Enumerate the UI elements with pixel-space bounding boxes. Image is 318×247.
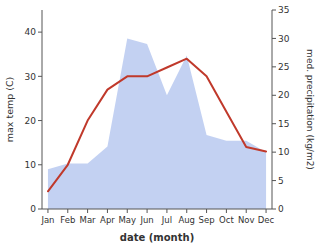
y2-tick-label: 5 bbox=[278, 176, 284, 186]
y2-tick-label: 0 bbox=[278, 204, 284, 214]
x-tick-label: Aug bbox=[178, 215, 195, 225]
y2-axis-label: med. precipitation (kg/m2) bbox=[305, 49, 315, 170]
x-tick bbox=[147, 209, 148, 213]
y2-tick bbox=[272, 10, 276, 11]
y-tick-label: 10 bbox=[25, 160, 37, 170]
x-tick-label: Mar bbox=[80, 215, 97, 225]
y-tick bbox=[38, 164, 42, 165]
x-axis-label: date (month) bbox=[120, 232, 194, 243]
x-tick bbox=[266, 209, 267, 213]
x-tick bbox=[166, 209, 167, 213]
y2-tick bbox=[272, 152, 276, 153]
y-tick bbox=[38, 209, 42, 210]
y2-tick-label: 35 bbox=[278, 5, 289, 15]
x-tick-label: Dec bbox=[258, 215, 275, 225]
y2-tick bbox=[272, 180, 276, 181]
y2-tick-label: 10 bbox=[278, 147, 290, 157]
y2-tick bbox=[272, 95, 276, 96]
x-tick-label: Oct bbox=[219, 215, 234, 225]
axes: 01020304005101520253035JanFebMarAprMayJu… bbox=[25, 5, 290, 225]
x-tick bbox=[87, 209, 88, 213]
x-tick bbox=[186, 209, 187, 213]
x-tick bbox=[226, 209, 227, 213]
y-tick bbox=[38, 32, 42, 33]
y-tick-label: 20 bbox=[25, 116, 37, 126]
y2-tick-label: 30 bbox=[278, 34, 290, 44]
x-tick-label: Nov bbox=[238, 215, 255, 225]
y2-tick-label: 20 bbox=[278, 90, 290, 100]
chart: 01020304005101520253035JanFebMarAprMayJu… bbox=[0, 0, 318, 247]
y2-tick bbox=[272, 209, 276, 210]
y2-tick bbox=[272, 66, 276, 67]
y-tick-label: 0 bbox=[30, 204, 36, 214]
y-tick-label: 40 bbox=[25, 27, 37, 37]
precipitation-area bbox=[48, 38, 266, 209]
chart-container: 01020304005101520253035JanFebMarAprMayJu… bbox=[0, 0, 318, 247]
x-axis-line bbox=[42, 209, 272, 210]
y-tick bbox=[38, 120, 42, 121]
y-axis-label: max temp (C) bbox=[4, 77, 15, 143]
x-tick-label: Feb bbox=[60, 215, 75, 225]
x-tick bbox=[246, 209, 247, 213]
right-axis-line bbox=[272, 10, 273, 209]
left-axis-line bbox=[42, 10, 43, 209]
x-tick bbox=[47, 209, 48, 213]
x-tick-label: May bbox=[118, 215, 136, 225]
y-tick-label: 30 bbox=[25, 72, 37, 82]
x-tick-label: Sep bbox=[199, 215, 215, 225]
plot-area bbox=[48, 38, 266, 209]
y2-tick-label: 25 bbox=[278, 62, 289, 72]
y-tick bbox=[38, 76, 42, 77]
y2-tick bbox=[272, 38, 276, 39]
x-tick bbox=[127, 209, 128, 213]
x-tick bbox=[107, 209, 108, 213]
x-tick-label: Apr bbox=[100, 215, 115, 225]
x-tick-label: Jan bbox=[40, 215, 54, 225]
x-tick-label: Jul bbox=[161, 215, 172, 225]
x-tick bbox=[67, 209, 68, 213]
y2-tick-label: 15 bbox=[278, 119, 289, 129]
x-tick-label: Jun bbox=[139, 215, 153, 225]
x-tick bbox=[206, 209, 207, 213]
temperature-line bbox=[48, 59, 266, 192]
y2-tick bbox=[272, 123, 276, 124]
